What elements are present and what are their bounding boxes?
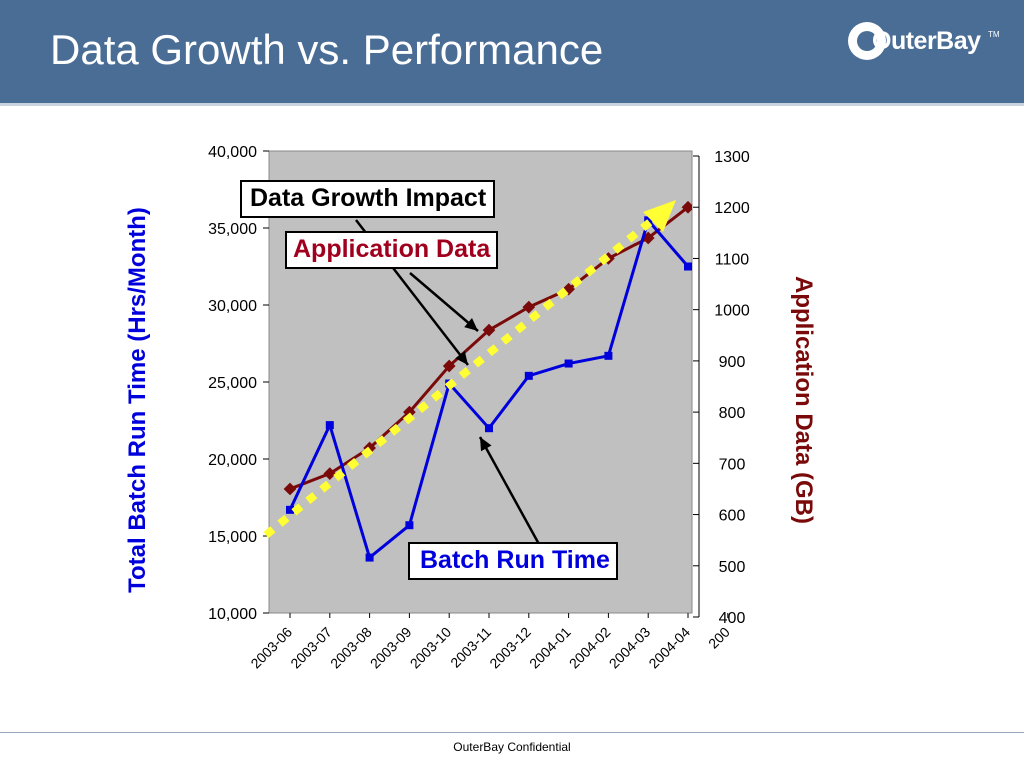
batch-run-time-line (288, 217, 692, 561)
batch-run-time-point (724, 286, 732, 294)
y-right-tick-label: 800 (719, 405, 746, 422)
outerbay-logo (848, 22, 886, 60)
application-data-point (482, 323, 496, 337)
trend-arrowhead (643, 200, 676, 232)
batch-run-time-point (365, 553, 374, 562)
application-data-point (323, 467, 337, 480)
y-left-tick-label: 35,000 (208, 221, 257, 238)
application-data-point (283, 482, 297, 496)
annotation-batch-run-time: Batch Run Time (408, 542, 618, 580)
batch-run-time-point (286, 505, 294, 514)
chart: 40,000 35,000 30,000 25,000 20,000 15,000 10,0… (124, 144, 817, 672)
header-divider (0, 103, 1024, 106)
x-tick-label: 2004-03 (606, 624, 654, 672)
footer-divider (0, 732, 1024, 733)
y-right-tick-label: 1300 (714, 149, 750, 166)
y-right-tick-label: 600 (719, 508, 746, 525)
annotation-application-data: Application Data (285, 231, 499, 269)
x-tick-label: 2003-08 (327, 624, 375, 672)
y-axis-right-label: Application Data (GB) (790, 276, 817, 524)
application-data-point (442, 359, 456, 373)
x-tick-label: 2003-10 (407, 624, 455, 672)
y-axis-left-label: Total Batch Run Time (Hrs/Month) (124, 207, 151, 593)
x-tick-label: 2003-07 (287, 624, 335, 672)
y-right-tick-label: 1200 (714, 200, 750, 217)
y-left-tick-label: 15,000 (208, 529, 257, 546)
y-right-tick-label: 500 (719, 559, 746, 576)
y-left-tick-label: 25,000 (208, 375, 257, 392)
arrow-application-data-head (464, 317, 478, 331)
y-right-tick-label: 900 (719, 354, 746, 371)
batch-run-time-point (405, 521, 414, 530)
x-tick-label: 200 (705, 624, 733, 652)
arrow-application-data (409, 272, 479, 332)
x-tick-label: 2004-04 (645, 624, 693, 672)
batch-run-time-point (644, 216, 653, 225)
y-right-tick-label: 1000 (714, 303, 750, 320)
batch-run-time-point (604, 351, 613, 360)
x-tick-label: 2003-11 (447, 624, 494, 671)
x-tick-label: 2004-01 (526, 624, 574, 672)
logo-text: OuterBay (872, 27, 981, 55)
logo-trademark: TM (988, 30, 1000, 39)
arrow-batch-run-time (478, 436, 542, 547)
arrow-data-growth-head (455, 351, 468, 365)
y-left-tick-label: 10,000 (208, 606, 257, 623)
y-left-tick-label: 40,000 (208, 144, 257, 161)
arrow-batch-run-time-head (480, 437, 492, 452)
x-tick-label: 2003-12 (486, 624, 534, 672)
batch-run-time-point (684, 262, 692, 271)
footer-text: OuterBay Confidential (453, 740, 571, 754)
y-right-tick-label: 1100 (715, 251, 750, 268)
y-right-tick-label: 400 (719, 610, 746, 627)
plot-area (268, 150, 693, 614)
batch-run-time-point (564, 359, 573, 368)
y-left-tick-label: 20,000 (208, 452, 257, 469)
y-left-tick-label: 30,000 (208, 298, 257, 315)
application-data-point (403, 405, 416, 419)
annotation-data-growth-text: Data Growth Impact (250, 184, 487, 212)
annotation-batch-run-time-text: Batch Run Time (420, 546, 610, 574)
trend-line (263, 214, 658, 539)
batch-run-time-point (485, 424, 493, 433)
annotation-data-growth: Data Growth Impact (240, 180, 496, 218)
batch-run-time-point (325, 421, 334, 430)
y-right-tick-label: 700 (719, 456, 746, 473)
x-tick-label: 2003-06 (247, 624, 295, 672)
series-group (283, 200, 732, 562)
x-tick-label: 2003-09 (367, 624, 415, 672)
annotation-application-data-text: Application Data (293, 235, 491, 263)
x-tick-label: 2004-02 (566, 624, 614, 672)
batch-run-time-point (524, 371, 533, 380)
slide-title: Data Growth vs. Performance (50, 26, 604, 73)
